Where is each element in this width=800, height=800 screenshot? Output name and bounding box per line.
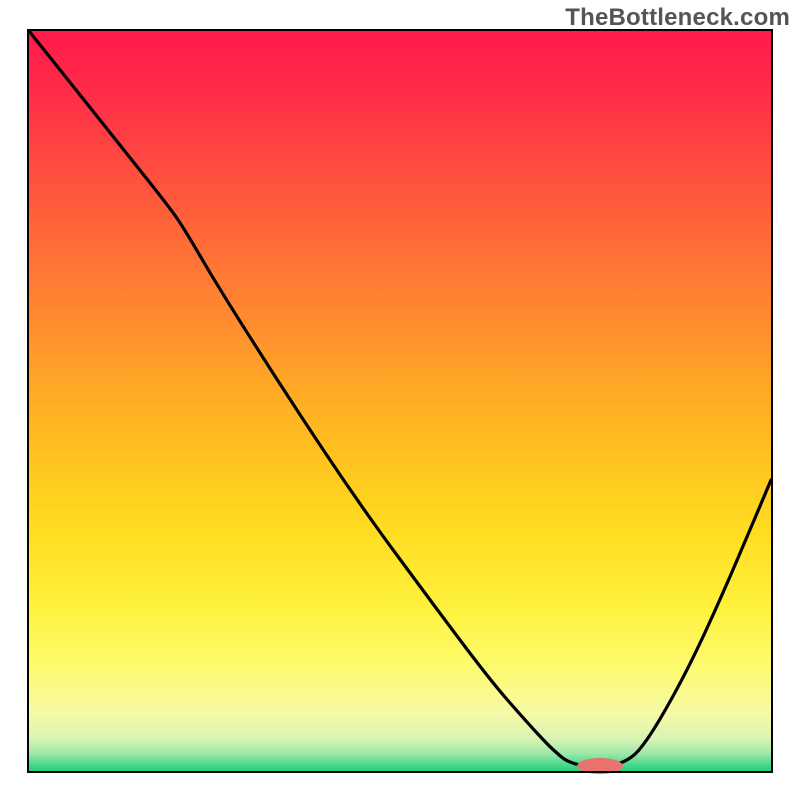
watermark-label: TheBottleneck.com: [565, 4, 790, 32]
chart-container: TheBottleneck.com: [0, 0, 800, 800]
plot-area: [28, 30, 772, 772]
bottleneck-chart: [0, 0, 800, 800]
